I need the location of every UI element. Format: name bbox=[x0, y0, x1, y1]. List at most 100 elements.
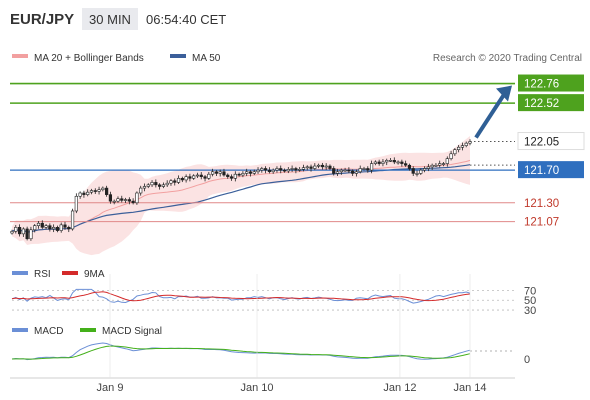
candle-body bbox=[55, 227, 60, 231]
candle-body bbox=[362, 168, 366, 170]
rsi-ma-legend-swatch bbox=[62, 271, 78, 275]
candle-body bbox=[97, 189, 101, 192]
candle-body bbox=[229, 176, 234, 179]
candle-body bbox=[286, 169, 290, 172]
candle-body bbox=[25, 228, 29, 240]
target-label-0: 122.76 bbox=[524, 79, 559, 91]
candle-body bbox=[415, 173, 419, 175]
candle-body bbox=[407, 164, 412, 169]
candle-body bbox=[29, 229, 33, 240]
candle-body bbox=[339, 169, 343, 173]
candle-body bbox=[169, 180, 173, 184]
candle-body bbox=[93, 190, 97, 192]
candle-body bbox=[108, 194, 113, 202]
macd-signal-legend-swatch bbox=[80, 328, 96, 332]
candle-body bbox=[324, 165, 328, 168]
candle-body bbox=[434, 164, 438, 167]
arrow-shaft bbox=[474, 90, 508, 139]
candle-body bbox=[294, 168, 298, 171]
candle-body bbox=[101, 187, 105, 191]
macd-line bbox=[11, 342, 471, 361]
candle-body bbox=[396, 161, 400, 164]
support-label-4: 121.30 bbox=[524, 198, 559, 210]
candle-body bbox=[161, 184, 166, 187]
candle-body bbox=[445, 158, 449, 164]
candle-body bbox=[146, 184, 150, 187]
ma50-legend-label: MA 50 bbox=[192, 53, 221, 64]
candle-body bbox=[180, 177, 184, 181]
target-label-box-1 bbox=[518, 94, 584, 112]
candle-body bbox=[260, 168, 264, 171]
price-levels: 122.76 122.52 122.05 121.70 121.30 121.07 bbox=[10, 74, 585, 229]
candle-body bbox=[267, 169, 271, 173]
rsi-tick-label: 50 bbox=[524, 295, 536, 307]
candle-body bbox=[275, 168, 279, 171]
candle-body bbox=[237, 173, 241, 176]
candle-body bbox=[430, 164, 434, 168]
candle-body bbox=[150, 182, 154, 186]
candle-body bbox=[264, 168, 268, 171]
ma20-legend-label: MA 20 + Bollinger Bands bbox=[34, 53, 144, 64]
candle-body bbox=[453, 149, 457, 155]
symbol-title: EUR/JPY bbox=[10, 11, 74, 28]
candle-body bbox=[127, 199, 131, 202]
candle-body bbox=[21, 228, 25, 235]
candle-body bbox=[74, 195, 78, 212]
candle-body bbox=[14, 227, 18, 232]
candle-body bbox=[67, 227, 71, 230]
macd-legend-swatch bbox=[12, 328, 28, 332]
candle-body bbox=[176, 177, 181, 183]
candle-body bbox=[438, 163, 442, 166]
rsi-ma-line bbox=[11, 291, 471, 302]
candle-body bbox=[422, 168, 427, 171]
pivot-label: 121.70 bbox=[524, 165, 559, 177]
candle-body bbox=[419, 169, 423, 174]
candle-body bbox=[305, 166, 309, 169]
x-tick-label: Jan 14 bbox=[453, 382, 486, 394]
candle-body bbox=[135, 192, 139, 204]
candle-body bbox=[36, 222, 41, 226]
candle-body bbox=[154, 182, 158, 186]
candle-body bbox=[316, 164, 321, 167]
candle-body bbox=[203, 176, 207, 179]
candle-body bbox=[139, 187, 143, 194]
candle-body bbox=[347, 169, 351, 172]
candle-body bbox=[105, 187, 109, 195]
candle-body bbox=[116, 198, 120, 202]
candle-body bbox=[460, 145, 465, 148]
rsi-ma-legend-label: 9MA bbox=[84, 269, 105, 280]
candle-body bbox=[199, 174, 203, 177]
x-tick-label: Jan 10 bbox=[241, 382, 274, 394]
bollinger-band-fill bbox=[12, 136, 470, 256]
candle-body bbox=[33, 225, 37, 231]
candle-body bbox=[233, 173, 237, 179]
candle-body bbox=[59, 224, 63, 231]
candle-body bbox=[252, 171, 256, 174]
ma50-legend-swatch bbox=[170, 54, 186, 58]
candle-body bbox=[188, 176, 192, 179]
candle-body bbox=[184, 176, 188, 181]
candle-body bbox=[457, 146, 461, 151]
interval-label: 30 MIN bbox=[89, 12, 131, 27]
candle-body bbox=[290, 168, 294, 170]
candle-body bbox=[385, 160, 389, 163]
candle-body bbox=[63, 224, 67, 228]
macd-signal-line bbox=[11, 345, 471, 360]
candle-body bbox=[214, 171, 218, 174]
rsi-legend-label: RSI bbox=[34, 269, 51, 280]
candle-body bbox=[377, 161, 381, 164]
candle-body bbox=[313, 165, 317, 169]
rsi-legend-swatch bbox=[12, 271, 28, 275]
pivot-label-box bbox=[518, 161, 584, 179]
candle-body bbox=[282, 169, 287, 172]
candle-body bbox=[366, 168, 370, 171]
ma20-legend-swatch bbox=[12, 54, 28, 58]
candle-body bbox=[248, 171, 253, 174]
candle-body bbox=[388, 160, 393, 162]
candle-body bbox=[78, 192, 82, 197]
interval-badge bbox=[82, 8, 138, 30]
candle-body bbox=[351, 170, 355, 174]
candle-body bbox=[70, 210, 75, 230]
